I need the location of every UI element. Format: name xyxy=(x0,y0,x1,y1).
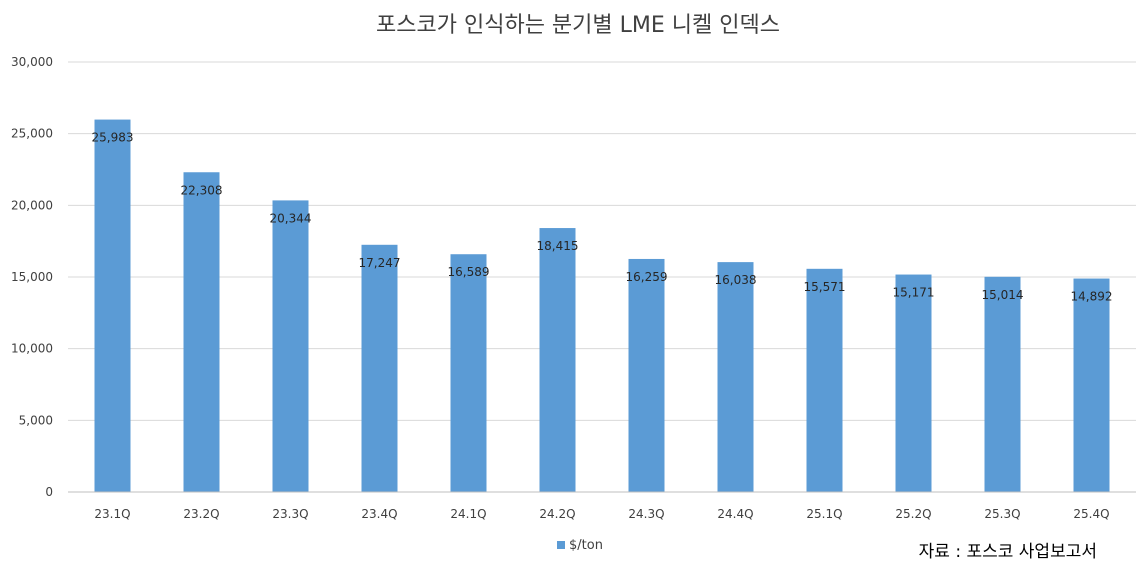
x-tick-label: 25.4Q xyxy=(1073,507,1109,521)
x-axis-tick-labels: 23.1Q 23.2Q 23.3Q 23.4Q 24.1Q 24.2Q 24.3Q 24.4Q… xyxy=(94,507,1109,521)
bar xyxy=(450,254,487,492)
x-tick-label: 24.4Q xyxy=(717,507,753,521)
data-label: 15,571 xyxy=(804,280,846,294)
bar xyxy=(984,276,1021,492)
data-label: 15,171 xyxy=(893,286,935,300)
bar xyxy=(183,172,220,492)
data-label: 22,308 xyxy=(181,183,223,197)
bar xyxy=(806,268,843,492)
x-tick-label: 25.1Q xyxy=(806,507,842,521)
data-label: 18,415 xyxy=(537,239,579,253)
legend-swatch xyxy=(557,541,565,549)
x-tick-label: 24.1Q xyxy=(450,507,486,521)
x-tick-label: 24.2Q xyxy=(539,507,575,521)
data-label: 14,892 xyxy=(1071,290,1113,304)
data-label: 20,344 xyxy=(270,211,312,225)
x-tick-label: 23.4Q xyxy=(361,507,397,521)
x-tick-label: 25.2Q xyxy=(895,507,931,521)
y-axis-tick-labels: 0 5,000 10,000 15,000 20,000 25,000 30,000 xyxy=(11,55,53,499)
data-labels: 25,983 22,308 20,344 17,247 16,589 18,415 16,2… xyxy=(92,131,1113,304)
chart-title: 포스코가 인식하는 분기별 LME 니켈 인덱스 xyxy=(376,13,780,38)
x-tick-label: 23.3Q xyxy=(272,507,308,521)
bar xyxy=(895,274,932,492)
data-label: 25,983 xyxy=(92,131,134,145)
y-tick-label: 20,000 xyxy=(11,198,53,212)
gridlines xyxy=(68,61,1136,421)
data-label: 16,259 xyxy=(626,270,668,284)
y-tick-label: 25,000 xyxy=(11,127,53,141)
data-label: 15,014 xyxy=(982,288,1024,302)
data-label: 17,247 xyxy=(359,256,401,270)
bars xyxy=(94,119,1110,493)
bar xyxy=(94,119,131,493)
y-tick-label: 5,000 xyxy=(19,413,53,427)
y-tick-label: 30,000 xyxy=(11,55,53,69)
bar xyxy=(628,258,665,492)
bar xyxy=(361,244,398,492)
y-tick-label: 0 xyxy=(45,485,53,499)
data-label: 16,589 xyxy=(448,265,490,279)
bar xyxy=(1073,278,1110,492)
y-tick-label: 10,000 xyxy=(11,342,53,356)
source-note: 자료 : 포스코 사업보고서 xyxy=(919,542,1097,562)
bar xyxy=(272,200,309,493)
legend-entry-label: $/ton xyxy=(569,538,603,553)
data-label: 16,038 xyxy=(715,273,757,287)
x-tick-label: 23.1Q xyxy=(94,507,130,521)
x-tick-label: 23.2Q xyxy=(183,507,219,521)
y-tick-label: 15,000 xyxy=(11,270,53,284)
bar xyxy=(539,228,576,492)
x-tick-label: 24.3Q xyxy=(628,507,664,521)
legend: $/ton xyxy=(557,538,603,553)
bar xyxy=(717,262,754,492)
x-tick-label: 25.3Q xyxy=(984,507,1020,521)
